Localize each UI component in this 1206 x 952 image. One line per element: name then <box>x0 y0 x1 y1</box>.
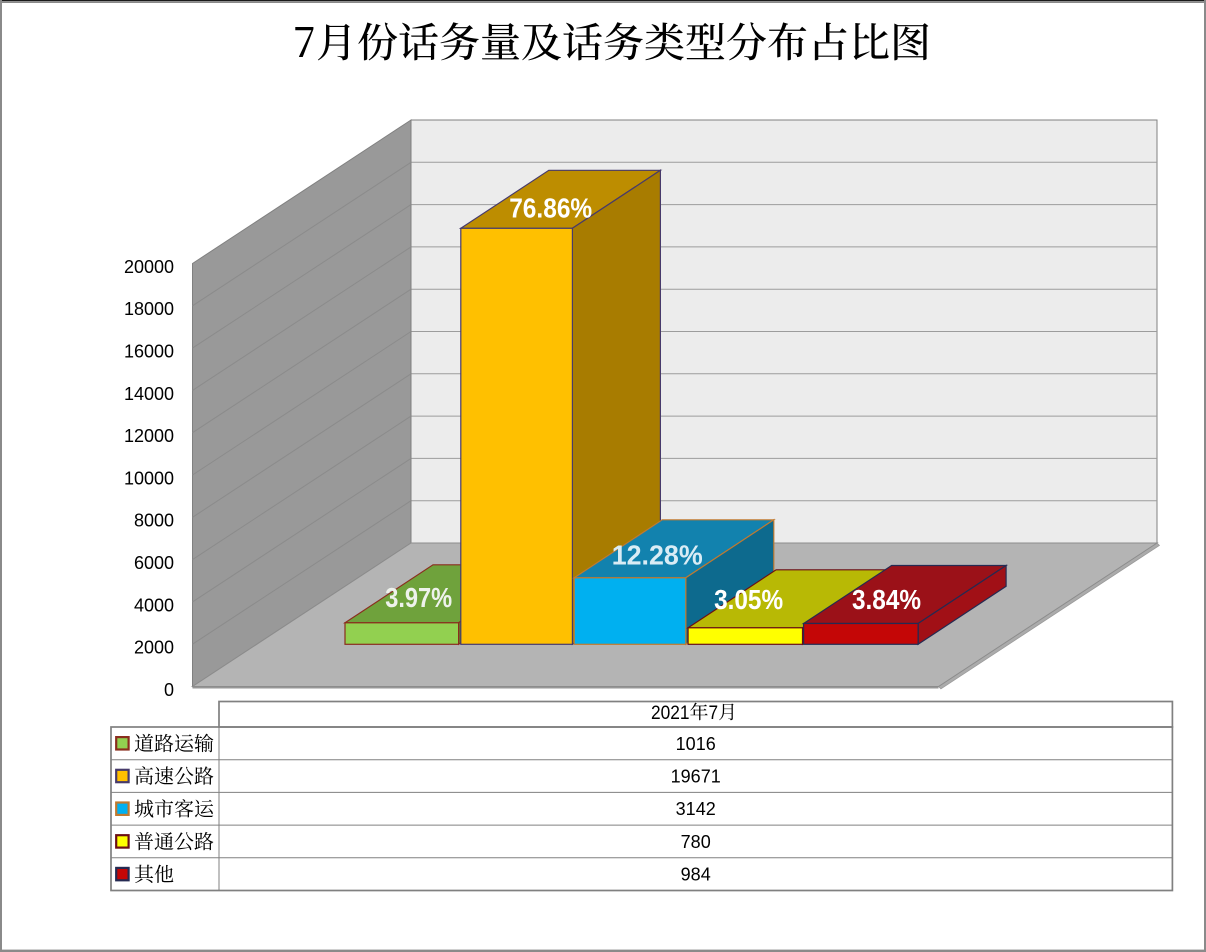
svg-text:14000: 14000 <box>124 384 174 404</box>
svg-text:3.97%: 3.97% <box>385 582 452 613</box>
svg-text:7: 7 <box>709 703 719 724</box>
svg-text:984: 984 <box>681 865 711 885</box>
svg-text:76.86%: 76.86% <box>509 193 592 224</box>
svg-text:8000: 8000 <box>134 511 174 531</box>
svg-text:780: 780 <box>681 832 711 852</box>
svg-text:16000: 16000 <box>124 342 174 362</box>
svg-text:3.84%: 3.84% <box>852 584 921 615</box>
svg-text:20000: 20000 <box>124 257 174 277</box>
svg-text:2000: 2000 <box>134 638 174 658</box>
svg-text:18000: 18000 <box>124 299 174 319</box>
svg-text:2021: 2021 <box>651 703 690 724</box>
svg-text:3142: 3142 <box>676 799 716 819</box>
svg-text:10000: 10000 <box>124 468 174 488</box>
svg-text:4000: 4000 <box>134 595 174 615</box>
svg-text:6000: 6000 <box>134 553 174 573</box>
svg-text:12.28%: 12.28% <box>612 540 703 571</box>
svg-text:0: 0 <box>164 680 174 700</box>
svg-text:1016: 1016 <box>676 734 716 754</box>
svg-text:12000: 12000 <box>124 426 174 446</box>
svg-text:19671: 19671 <box>671 766 721 786</box>
svg-text:3.05%: 3.05% <box>714 584 783 615</box>
